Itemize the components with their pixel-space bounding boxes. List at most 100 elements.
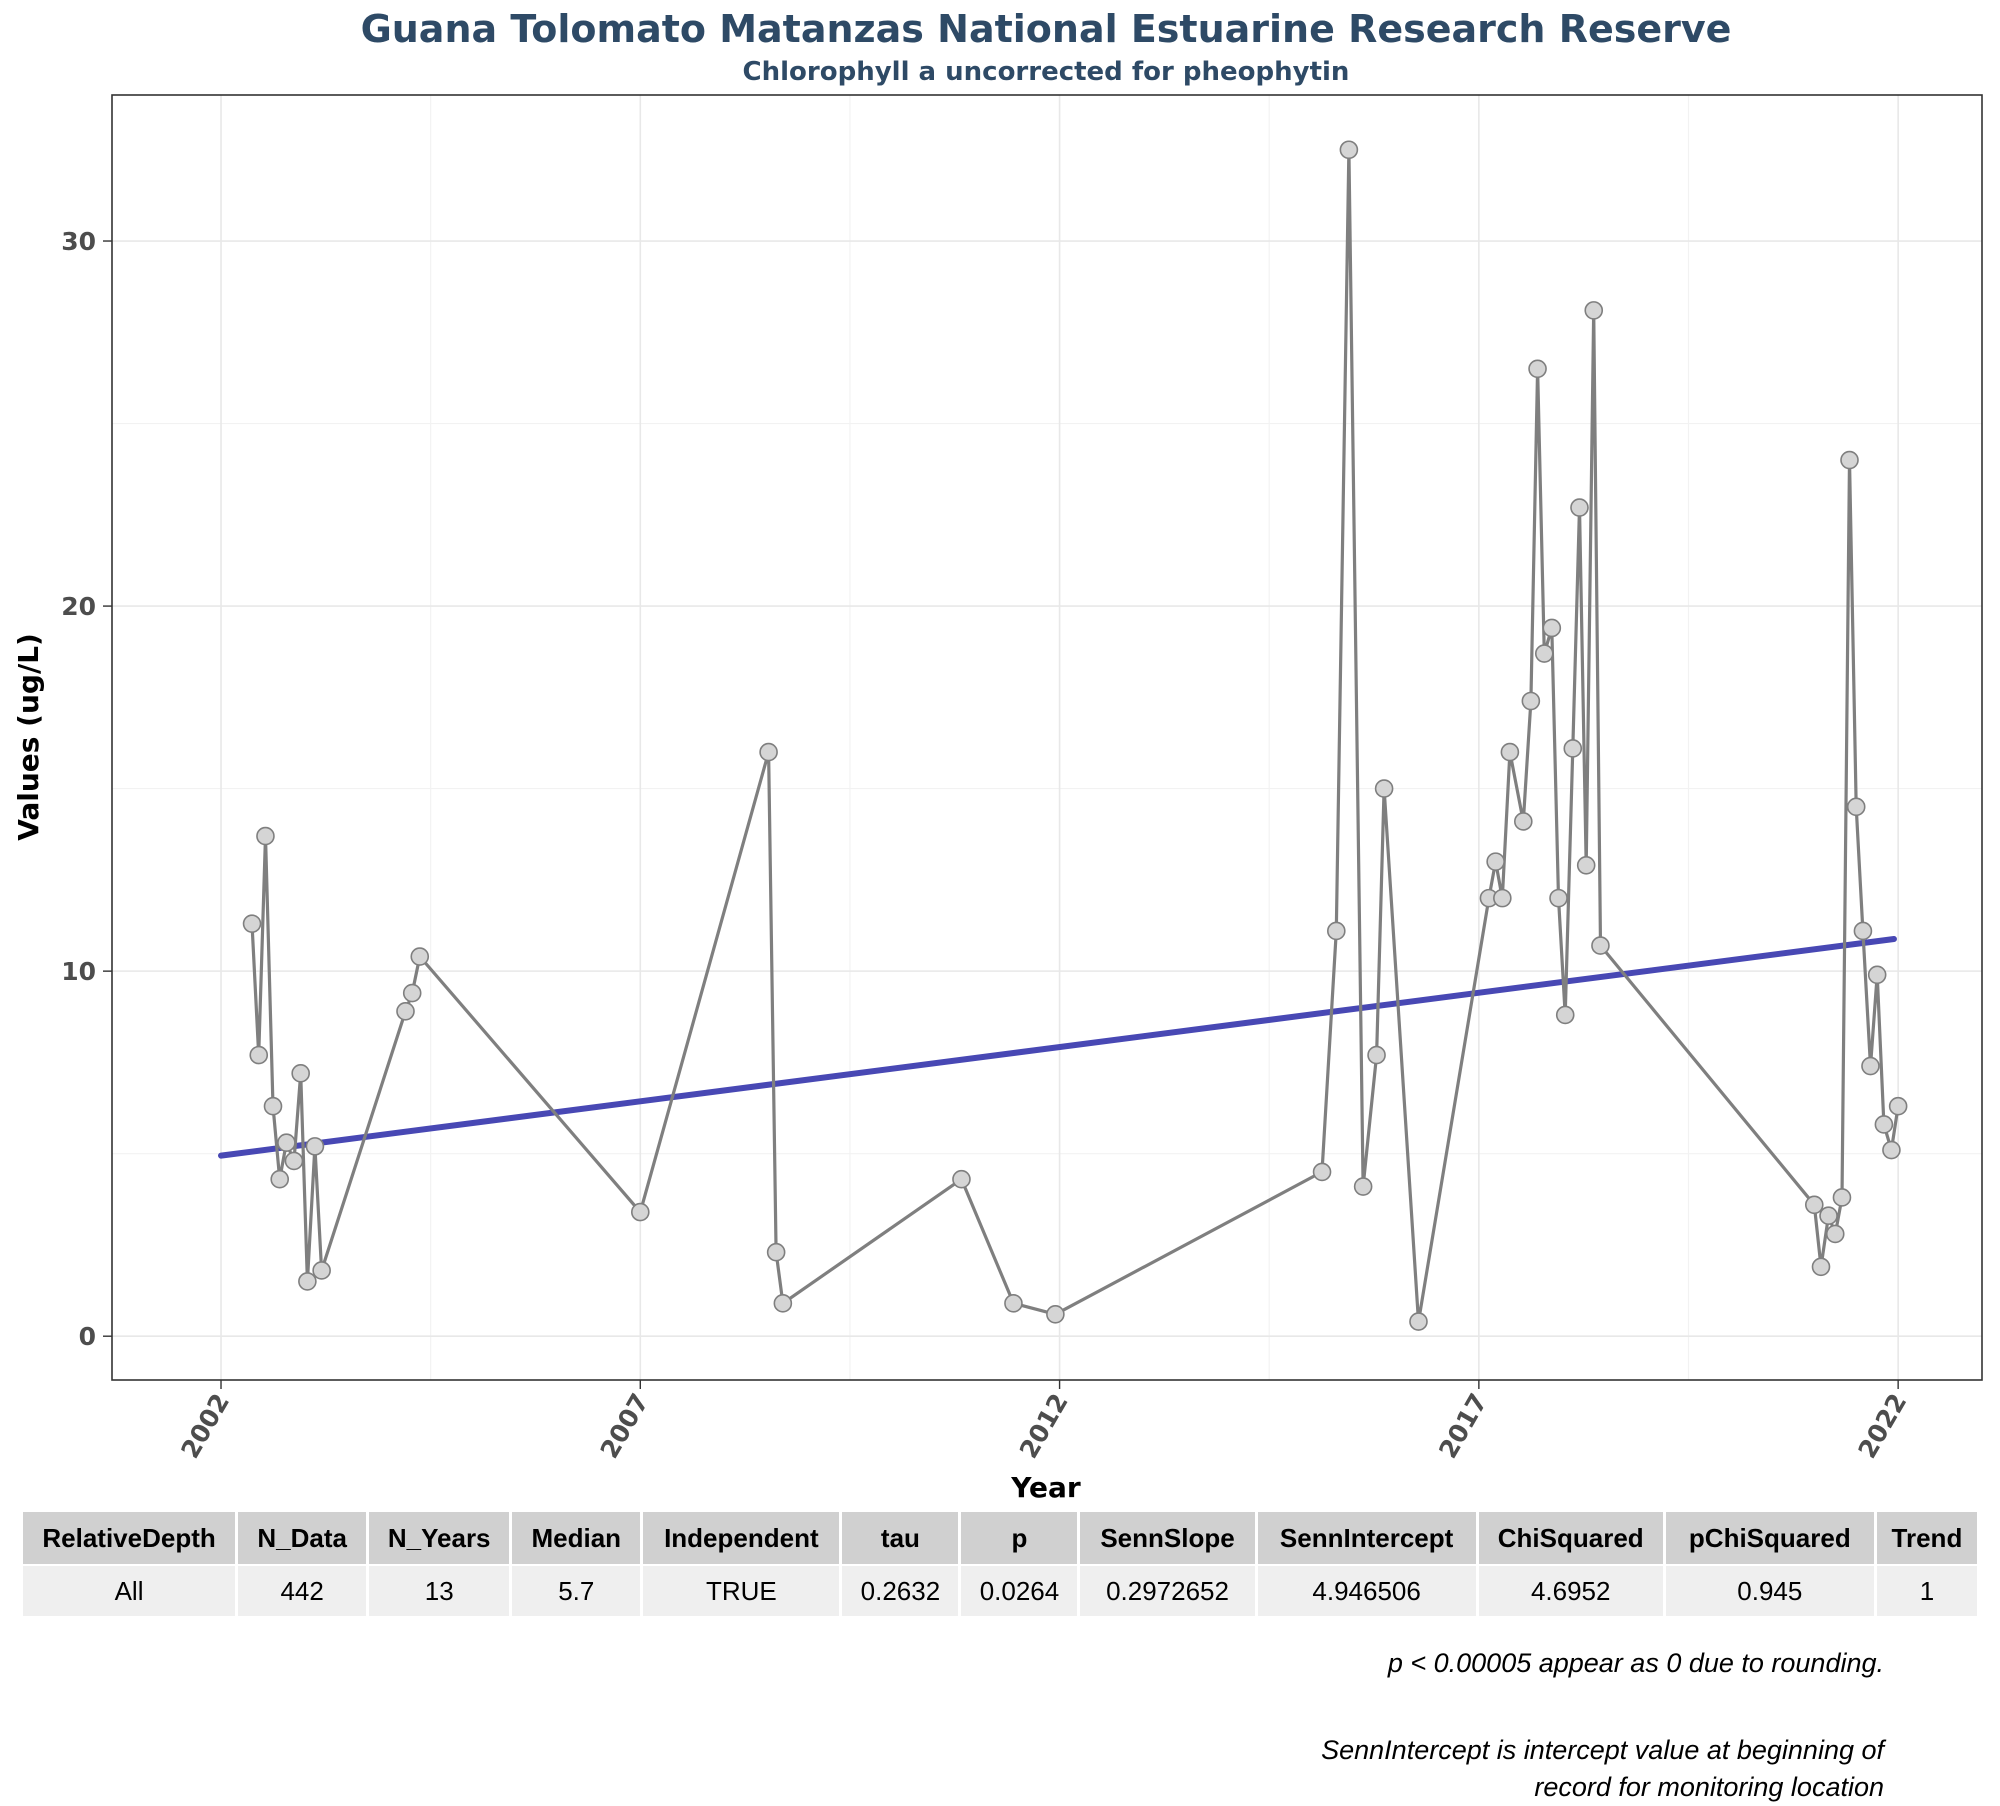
chart-subtitle: Chlorophyll a uncorrected for pheophytin [743, 57, 1350, 87]
data-point [1840, 450, 1859, 470]
data-point [410, 947, 430, 966]
table-body: All 442 13 5.7 TRUE 0.2632 0.0264 0.2972652 4.94… [23, 1564, 1977, 1616]
observation-line [250, 148, 1900, 1324]
data-point [1591, 936, 1610, 955]
data-point [1367, 1045, 1386, 1065]
data-point [1312, 1162, 1332, 1182]
data-point [773, 1294, 793, 1313]
data-point [630, 1202, 650, 1222]
y-tick-label: 30 [61, 227, 96, 256]
column-header: ChiSquared [1478, 1512, 1663, 1564]
plot-panel-border [111, 94, 1983, 1381]
y-tick-label: 0 [79, 1322, 96, 1351]
axes: 2002 2007 2012 2017 2022 0 10 20 30 [61, 227, 1912, 1463]
data-point [1528, 359, 1547, 379]
data-point [256, 826, 275, 846]
data-point [1584, 301, 1604, 320]
data-point [402, 983, 422, 1003]
x-tick-label: 2007 [595, 1389, 655, 1464]
data-point [759, 742, 778, 762]
table-cell: 5.7 [512, 1564, 641, 1616]
table-cell: 0.2972652 [1080, 1564, 1255, 1616]
data-point [1514, 812, 1533, 831]
data-point [305, 1137, 325, 1156]
x-tick-label: 2022 [1852, 1389, 1912, 1464]
observation-series [242, 140, 1908, 1331]
data-point [766, 1242, 786, 1262]
data-point [1555, 1005, 1575, 1025]
intercept-note-line-1: SennIntercept is intercept value at begi… [1321, 1735, 1884, 1765]
data-point [1853, 921, 1873, 941]
data-point [1493, 888, 1512, 908]
trend-chart: Guana Tolomato Matanzas National Estuari… [12, 7, 1983, 1500]
table-cell: 0.2632 [842, 1564, 959, 1616]
table-cell: 0.0264 [961, 1564, 1078, 1616]
data-point [1563, 739, 1583, 758]
data-point [952, 1169, 971, 1189]
table-cell: 0.945 [1665, 1564, 1874, 1616]
data-point [270, 1169, 290, 1189]
column-header: SennSlope [1080, 1512, 1255, 1564]
table-header-row: RelativeDepth N_Data N_Years Median Independ… [23, 1512, 1977, 1564]
data-point [1409, 1312, 1428, 1331]
column-header: N_Data [238, 1512, 367, 1564]
data-point [263, 1096, 283, 1116]
data-point [1374, 779, 1394, 798]
data-point [277, 1133, 296, 1153]
table-cell: 4.6952 [1478, 1564, 1663, 1616]
column-header: pChiSquared [1665, 1512, 1874, 1564]
rounding-note: p < 0.00005 appear as 0 due to rounding. [1387, 1648, 1884, 1678]
data-point [1534, 644, 1554, 663]
data-point [284, 1151, 304, 1171]
data-point [1846, 797, 1866, 817]
data-point [1874, 1115, 1894, 1134]
column-header: p [961, 1512, 1078, 1564]
data-point [1549, 888, 1568, 908]
chart-title: Guana Tolomato Matanzas National Estuari… [361, 7, 1732, 51]
data-point [1832, 1188, 1852, 1207]
data-point [1486, 852, 1505, 871]
data-point [1867, 965, 1887, 985]
table-row: All 442 13 5.7 TRUE 0.2632 0.0264 0.2972652 4.94… [23, 1564, 1977, 1616]
column-header: N_Years [369, 1512, 510, 1564]
data-point [1353, 1177, 1373, 1196]
data-point [1825, 1224, 1845, 1244]
data-point [1046, 1304, 1065, 1324]
data-point [1819, 1206, 1838, 1226]
data-point [312, 1261, 331, 1280]
intercept-note: SennIntercept is intercept value at begi… [984, 1732, 1884, 1806]
data-point [1004, 1294, 1023, 1313]
table-cell: 13 [369, 1564, 510, 1616]
trend-statistics-table: RelativeDepth N_Data N_Years Median Independ… [20, 1512, 1980, 1616]
data-point [1570, 498, 1589, 517]
table-cell: All [23, 1564, 236, 1616]
data-point [1811, 1257, 1831, 1277]
data-point [1327, 921, 1346, 941]
data-point [242, 914, 262, 933]
y-axis-title: Values (ug/L) [12, 633, 45, 841]
table-cell: 1 [1876, 1564, 1977, 1616]
data-point [396, 1001, 415, 1021]
senn-trend-line [218, 936, 1897, 1159]
data-point [1861, 1056, 1880, 1076]
data-point [1888, 1096, 1908, 1116]
data-point [298, 1272, 317, 1291]
column-header: SennIntercept [1257, 1512, 1476, 1564]
column-header: Independent [643, 1512, 840, 1564]
x-tick-label: 2012 [1014, 1389, 1074, 1464]
data-point [1521, 691, 1541, 711]
x-tick-label: 2002 [175, 1389, 235, 1464]
grid-lines [112, 95, 1982, 1380]
column-header: RelativeDepth [23, 1512, 236, 1564]
column-header: Median [512, 1512, 641, 1564]
y-tick-label: 20 [61, 592, 96, 621]
column-header: Trend [1876, 1512, 1977, 1564]
data-point [1882, 1140, 1901, 1160]
x-tick-label: 2017 [1433, 1389, 1493, 1464]
table-cell: TRUE [643, 1564, 840, 1616]
x-axis-title: Year [1010, 1471, 1081, 1500]
data-point [1500, 742, 1520, 762]
column-header: tau [842, 1512, 959, 1564]
table-cell: 442 [238, 1564, 367, 1616]
data-point [291, 1064, 310, 1083]
